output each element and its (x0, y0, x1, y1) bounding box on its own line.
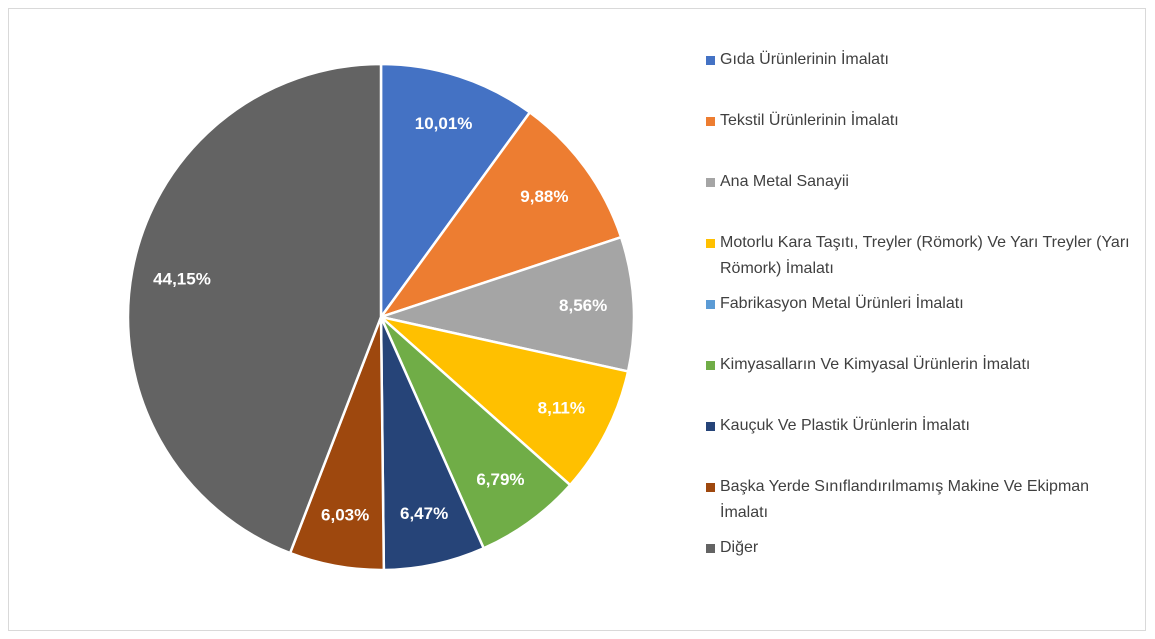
legend-swatch (706, 239, 715, 248)
legend-swatch (706, 178, 715, 187)
slice-label: 8,11% (538, 398, 585, 417)
legend-label: Motorlu Kara Taşıtı, Treyler (Römork) Ve… (720, 234, 1130, 277)
pie-slice (379, 62, 532, 321)
legend-swatch (706, 544, 715, 553)
legend-item: Kauçuk Ve Plastik Ürünlerin İmalatı (706, 413, 1131, 439)
pie-slice (376, 314, 630, 487)
legend-swatch (706, 56, 715, 65)
pie-slice (379, 316, 572, 550)
slice-label: 8,56% (559, 296, 607, 315)
legend-swatch (706, 300, 715, 309)
legend-item: Başka Yerde Sınıflandırılmamış Makine Ve… (706, 474, 1131, 526)
legend-label: Diğer (720, 539, 759, 556)
legend-item: Gıda Ürünlerinin İmalatı (706, 47, 1131, 73)
slice-label: 6,47% (400, 504, 448, 523)
legend-swatch (706, 422, 715, 431)
legend-label: Tekstil Ürünlerinin İmalatı (720, 112, 899, 129)
legend-label: Fabrikasyon Metal Ürünleri İmalatı (720, 295, 964, 312)
legend-label: Başka Yerde Sınıflandırılmamış Makine Ve… (720, 478, 1090, 521)
legend-item: Kimyasalların Ve Kimyasal Ürünlerin İmal… (706, 352, 1131, 378)
slice-label: 6,79% (476, 470, 524, 489)
slice-label: 44,15% (153, 269, 211, 288)
slice-label: 6,03% (321, 506, 369, 525)
slice-label: 9,88% (520, 187, 568, 206)
pie-slice (376, 235, 636, 373)
legend-label: Ana Metal Sanayii (720, 173, 849, 190)
pie-slice (377, 110, 623, 320)
legend-label: Kauçuk Ve Plastik Ürünlerin İmalatı (720, 417, 970, 434)
pie-slice (126, 62, 383, 555)
legend-item: Diğer (706, 535, 1131, 561)
chart-frame (8, 8, 1146, 631)
slice-label: 10,01% (415, 114, 473, 133)
legend-item: Tekstil Ürünlerinin İmalatı (706, 108, 1131, 134)
legend-swatch (706, 483, 715, 492)
legend-item: Ana Metal Sanayii (706, 169, 1131, 195)
legend-label: Gıda Ürünlerinin İmalatı (720, 51, 889, 68)
legend-item: Motorlu Kara Taşıtı, Treyler (Römork) Ve… (706, 230, 1131, 282)
legend-swatch (706, 117, 715, 126)
legend-label: Kimyasalların Ve Kimyasal Ürünlerin İmal… (720, 356, 1031, 373)
legend-item: Fabrikasyon Metal Ürünleri İmalatı (706, 291, 1131, 317)
legend-swatch (706, 361, 715, 370)
